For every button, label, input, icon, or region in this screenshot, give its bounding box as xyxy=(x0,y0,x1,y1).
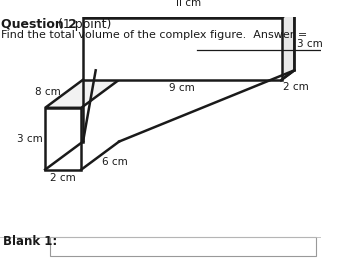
Polygon shape xyxy=(282,9,294,80)
Polygon shape xyxy=(45,108,81,170)
Text: Find the total volume of the complex figure.  Answer =: Find the total volume of the complex fig… xyxy=(1,30,311,40)
Text: 8 cm: 8 cm xyxy=(35,87,61,97)
Text: 2 cm: 2 cm xyxy=(50,173,76,183)
Text: (1 point): (1 point) xyxy=(54,18,111,31)
Polygon shape xyxy=(83,18,282,80)
FancyBboxPatch shape xyxy=(49,237,316,256)
Text: 3 cm: 3 cm xyxy=(17,134,42,144)
Polygon shape xyxy=(96,9,294,70)
Text: ll cm: ll cm xyxy=(176,0,201,9)
Text: 3 cm: 3 cm xyxy=(297,39,323,49)
Polygon shape xyxy=(45,80,119,108)
Polygon shape xyxy=(83,9,294,18)
Text: Question 2: Question 2 xyxy=(1,18,77,31)
Text: 9 cm: 9 cm xyxy=(169,83,195,94)
Text: Blank 1:: Blank 1: xyxy=(3,235,57,248)
Text: 6 cm: 6 cm xyxy=(102,158,128,168)
Text: 2 cm: 2 cm xyxy=(283,81,309,92)
